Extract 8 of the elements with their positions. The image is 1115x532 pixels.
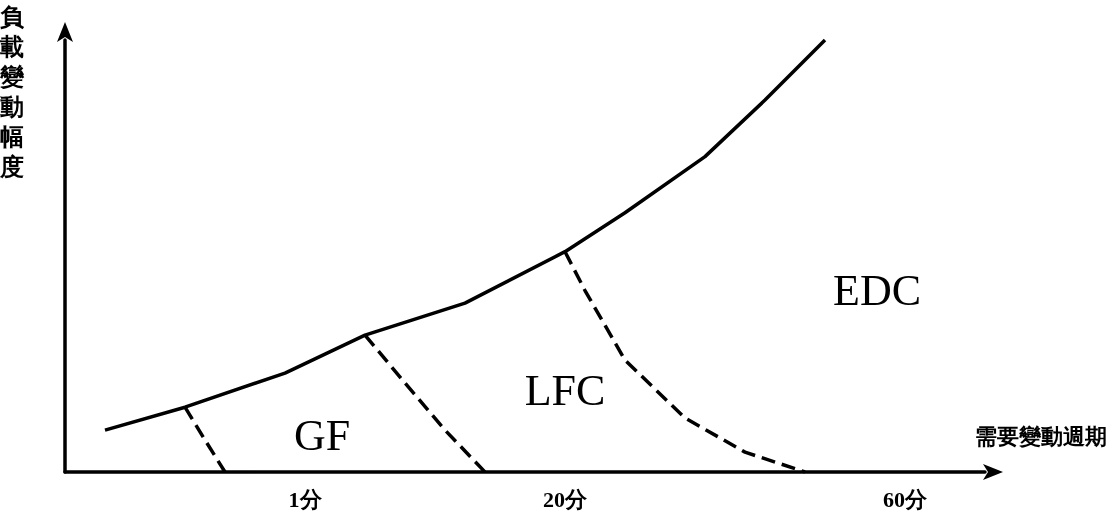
x-tick-label: 60分: [883, 486, 928, 512]
annotation: LFC: [524, 365, 606, 415]
x-axis-title: 需要變動週期: [975, 423, 1107, 449]
x-tick-label: 1分: [288, 486, 323, 512]
annotation: EDC: [833, 265, 921, 315]
y-axis-title: 負載變動幅度: [0, 4, 25, 180]
x-tick-label: 20分: [543, 486, 588, 512]
annotation: GF: [293, 410, 351, 460]
